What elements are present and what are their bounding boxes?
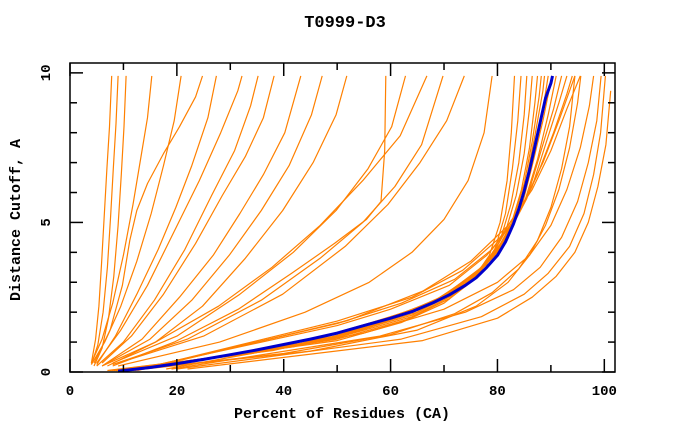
prediction-curve [112, 75, 387, 367]
y-axis-title: Distance Cutoff, A [8, 139, 25, 301]
plot-frame [69, 62, 616, 373]
prediction-curve [101, 75, 275, 364]
prediction-curve [117, 75, 465, 364]
prediction-curve [132, 75, 573, 372]
prediction-curve [135, 75, 576, 372]
x-tick-label: 60 [382, 384, 399, 400]
prediction-curve [112, 75, 407, 364]
tick-label-layer: 0 20 40 60 80 100 0 5 10 [39, 64, 617, 400]
prediction-curve [137, 75, 581, 372]
prediction-curve [107, 75, 516, 372]
prediction-curve [101, 75, 428, 367]
prediction-curve [96, 75, 217, 365]
prediction-curve [128, 75, 563, 372]
prediction-curve [117, 75, 493, 367]
prediction-curve [124, 75, 553, 372]
prediction-curve [107, 75, 348, 367]
y-tick-label: 0 [39, 368, 55, 376]
prediction-curve [176, 75, 606, 370]
chart-title: T0999-D3 [304, 14, 386, 33]
curve-layer [90, 75, 612, 373]
x-tick-label: 0 [66, 384, 74, 400]
x-tick-label: 40 [275, 384, 292, 400]
prediction-curve [90, 75, 182, 365]
x-tick-label: 80 [489, 384, 506, 400]
prediction-curve [96, 75, 243, 364]
prediction-curve [96, 75, 259, 367]
x-tick-label: 20 [168, 384, 185, 400]
prediction-curve [90, 75, 119, 365]
x-tick-label: 100 [592, 384, 617, 400]
prediction-curve [107, 75, 323, 364]
prediction-curve [187, 90, 612, 370]
prediction-curve [93, 75, 204, 364]
axis-frame-layer [69, 62, 616, 373]
prediction-curve [166, 75, 595, 370]
y-tick-label: 5 [39, 218, 55, 226]
y-tick-label: 10 [39, 64, 55, 81]
prediction-curve [112, 75, 444, 366]
prediction-curve [101, 75, 302, 367]
prediction-curve [130, 75, 568, 372]
prediction-curve [171, 75, 602, 370]
highlighted-model-curve [117, 75, 554, 373]
prediction-curve [90, 75, 113, 364]
prediction-curve [90, 75, 153, 364]
x-axis-title: Percent of Residues (CA) [234, 406, 450, 423]
prediction-curve [118, 75, 542, 372]
